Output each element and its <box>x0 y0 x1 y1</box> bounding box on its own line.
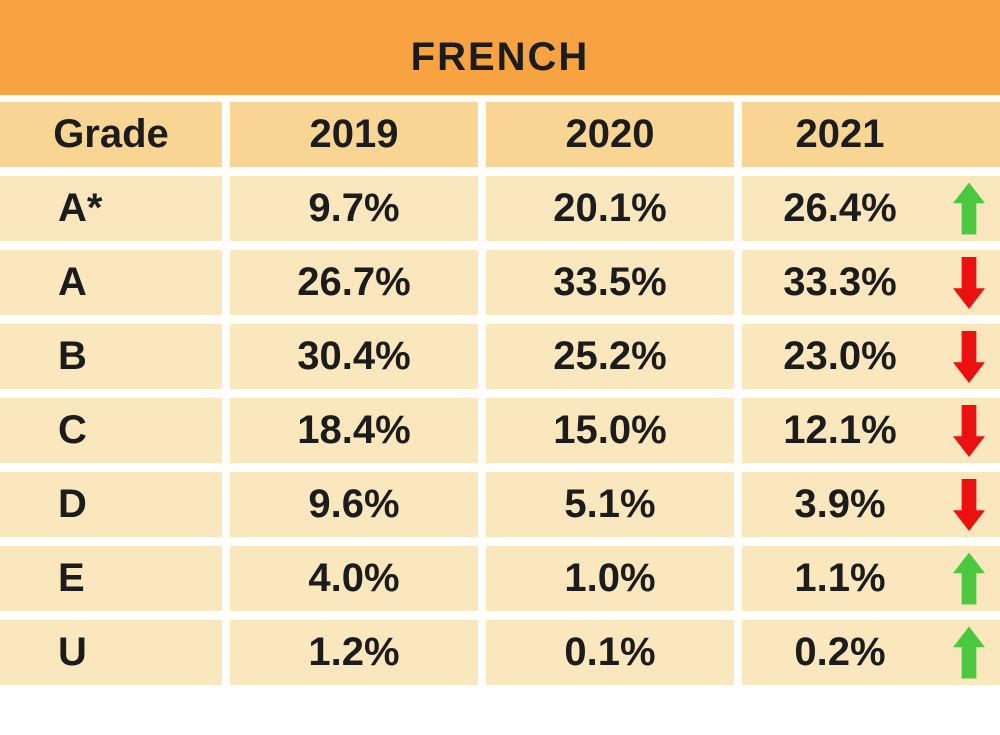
trend-arrow-icon <box>953 626 985 679</box>
header-grade: Grade <box>0 102 222 167</box>
grade-cell: A* <box>0 176 222 241</box>
value-cell-2021: 0.2% <box>742 620 1000 685</box>
grade-cell: B <box>0 324 222 389</box>
header-arrow-spacer <box>938 102 1000 167</box>
header-2019: 2019 <box>230 102 478 167</box>
trend-arrow-icon <box>953 182 985 235</box>
value-cell-2019: 18.4% <box>230 398 478 463</box>
value-cell-2019: 9.6% <box>230 472 478 537</box>
value-cell-2021: 33.3% <box>742 250 1000 315</box>
grades-table: Grade 2019 2020 2021 A* 9.7% 20.1% 26.4%… <box>0 102 1000 685</box>
page-title: FRENCH <box>410 35 590 79</box>
value-cell-2019: 26.7% <box>230 250 478 315</box>
header-2020: 2020 <box>486 102 734 167</box>
value-2021-label: 26.4% <box>783 186 897 230</box>
value-2021-label: 3.9% <box>794 482 886 526</box>
trend-arrow-icon <box>953 257 985 309</box>
value-cell-2021: 3.9% <box>742 472 1000 537</box>
value-cell-2020: 5.1% <box>486 472 734 537</box>
value-cell-2021: 23.0% <box>742 324 1000 389</box>
trend-arrow-icon <box>953 405 985 457</box>
header-2021-label: 2021 <box>795 112 885 156</box>
value-cell-2021: 1.1% <box>742 546 1000 611</box>
value-2021-label: 12.1% <box>783 408 897 452</box>
trend-arrow-icon <box>953 552 985 605</box>
value-cell-2020: 20.1% <box>486 176 734 241</box>
value-cell-2019: 1.2% <box>230 620 478 685</box>
value-cell-2019: 4.0% <box>230 546 478 611</box>
value-cell-2021: 12.1% <box>742 398 1000 463</box>
value-2021-label: 23.0% <box>783 334 897 378</box>
grade-cell: C <box>0 398 222 463</box>
value-cell-2019: 9.7% <box>230 176 478 241</box>
title-band: FRENCH <box>0 0 1000 95</box>
value-cell-2020: 0.1% <box>486 620 734 685</box>
value-2021-label: 33.3% <box>783 260 897 304</box>
trend-arrow-icon <box>953 331 985 383</box>
header-2021: 2021 <box>742 102 1000 167</box>
value-cell-2020: 15.0% <box>486 398 734 463</box>
grade-cell: E <box>0 546 222 611</box>
value-cell-2019: 30.4% <box>230 324 478 389</box>
trend-arrow-icon <box>953 479 985 531</box>
value-cell-2020: 33.5% <box>486 250 734 315</box>
value-cell-2021: 26.4% <box>742 176 1000 241</box>
grade-cell: U <box>0 620 222 685</box>
grade-cell: A <box>0 250 222 315</box>
value-2021-label: 1.1% <box>794 556 886 600</box>
value-cell-2020: 25.2% <box>486 324 734 389</box>
value-cell-2020: 1.0% <box>486 546 734 611</box>
value-2021-label: 0.2% <box>794 630 886 674</box>
grade-cell: D <box>0 472 222 537</box>
